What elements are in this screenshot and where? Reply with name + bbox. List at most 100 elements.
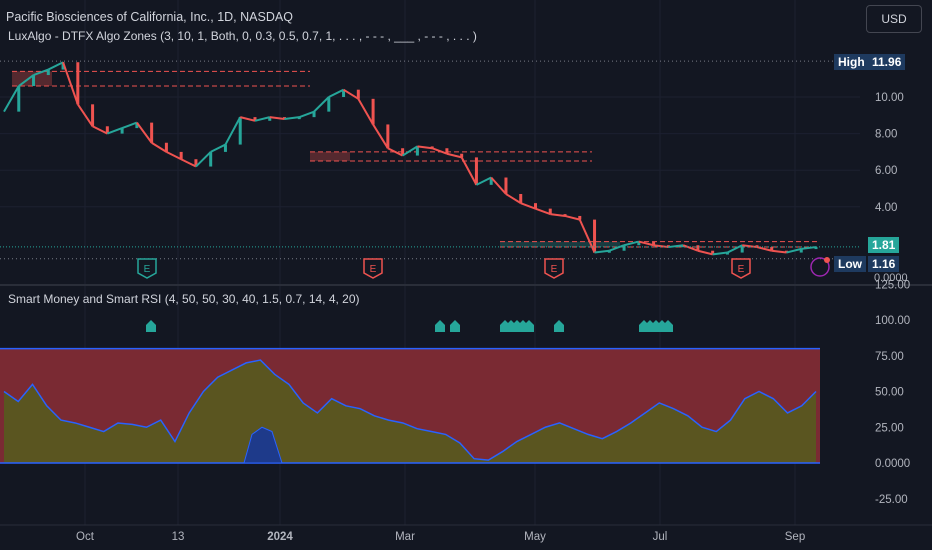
rsi-area — [4, 360, 816, 463]
price-segment — [239, 116, 256, 122]
earnings-shape — [731, 258, 751, 279]
high-label: High — [834, 54, 869, 70]
candle-body — [297, 117, 301, 120]
price-segment — [165, 151, 182, 161]
earnings-shape — [544, 258, 564, 279]
price-segment — [357, 98, 374, 125]
indicator-legend-smart-rsi[interactable]: Smart Money and Smart RSI (4, 50, 50, 30… — [8, 292, 360, 306]
price-segment — [328, 88, 345, 98]
price-tick-label: 4.00 — [875, 202, 897, 214]
candle-body — [91, 104, 95, 127]
candle-body — [445, 148, 449, 154]
candle-body — [533, 203, 537, 209]
price-segment — [653, 244, 669, 249]
price-segment — [313, 96, 330, 113]
price-segment — [742, 244, 758, 249]
price-segment — [446, 152, 462, 159]
price-segment — [284, 116, 300, 120]
price-segment — [578, 219, 596, 253]
rsi-tick-label: 0.0000 — [875, 458, 910, 470]
price-segment — [402, 145, 418, 157]
price-segment — [726, 244, 743, 254]
smart-money-marker — [554, 320, 564, 332]
earnings-glyph: E — [551, 264, 558, 275]
x-tick-label: Jul — [653, 531, 668, 543]
earnings-marker[interactable]: E — [137, 258, 157, 279]
candle-body — [105, 126, 109, 134]
candle-body — [135, 122, 139, 129]
price-segment — [786, 247, 802, 254]
low-value-badge: 1.16 — [868, 256, 900, 272]
price-tick-label: 8.00 — [875, 129, 897, 141]
smart-money-marker — [146, 320, 156, 332]
price-segment — [47, 61, 64, 71]
price-segment — [195, 151, 212, 168]
indicator-legend-dtfx[interactable]: LuxAlgo - DTFX Algo Zones (3, 10, 1, Bot… — [8, 29, 477, 43]
price-segment — [224, 116, 242, 146]
grid-lines — [0, 0, 932, 526]
high-value-badge: 11.96 — [868, 54, 906, 70]
price-segment — [417, 145, 433, 150]
price-segment — [151, 141, 167, 153]
candle-body — [76, 62, 80, 105]
candle-body — [312, 111, 316, 118]
candle-body — [253, 117, 257, 121]
earnings-glyph: E — [738, 264, 745, 275]
candle-body — [548, 208, 552, 215]
smart-money-marker — [450, 320, 460, 332]
rsi-peak-area — [243, 426, 283, 464]
rsi-tick-label: 75.00 — [875, 351, 904, 363]
candle-body — [164, 142, 168, 152]
price-segment — [121, 121, 138, 130]
price-segment — [106, 127, 123, 135]
candle-body — [223, 144, 227, 152]
candle-body — [593, 219, 597, 253]
price-segment — [210, 143, 226, 153]
candle-body — [120, 128, 124, 134]
candle-body — [61, 62, 65, 70]
candle-body — [563, 214, 567, 217]
candle-body — [755, 245, 759, 248]
price-segment — [254, 116, 270, 122]
price-segment — [460, 156, 478, 186]
x-tick-label: 13 — [172, 531, 185, 543]
price-segment — [712, 251, 728, 256]
price-segment — [550, 213, 566, 217]
candle-body — [637, 241, 641, 246]
candle-body — [356, 89, 360, 99]
price-segment — [756, 246, 772, 252]
rsi-tick-label: 100.00 — [875, 315, 910, 327]
candle-body — [17, 86, 21, 112]
price-segment — [431, 147, 448, 155]
candle-body — [622, 245, 626, 251]
candle-body — [386, 124, 390, 149]
rsi-panel — [0, 347, 820, 464]
price-segment — [180, 158, 197, 168]
rsi-tick-label: 50.00 — [875, 387, 904, 399]
price-segment — [564, 214, 581, 221]
earnings-marker[interactable]: E — [363, 258, 383, 279]
price-segment — [33, 68, 49, 76]
price-segment — [136, 122, 153, 144]
x-tick-label: 2024 — [267, 531, 293, 543]
candle-body — [770, 247, 774, 251]
candle-body — [209, 151, 213, 167]
candle-body — [504, 177, 508, 194]
price-series — [3, 61, 818, 256]
reference-lines — [0, 60, 860, 260]
currency-button[interactable]: USD — [866, 5, 922, 33]
candle-body — [46, 69, 50, 76]
earnings-marker[interactable]: E — [731, 258, 751, 279]
zone-box — [500, 241, 620, 248]
candle-body — [740, 245, 744, 253]
x-tick-label: Sep — [785, 531, 805, 543]
candle-body — [268, 117, 272, 121]
candle-body — [711, 250, 715, 255]
candle-body — [725, 252, 729, 255]
price-segment — [18, 74, 35, 87]
earnings-marker[interactable]: E — [544, 258, 564, 279]
price-segment — [62, 61, 79, 105]
candle-body — [32, 75, 36, 87]
